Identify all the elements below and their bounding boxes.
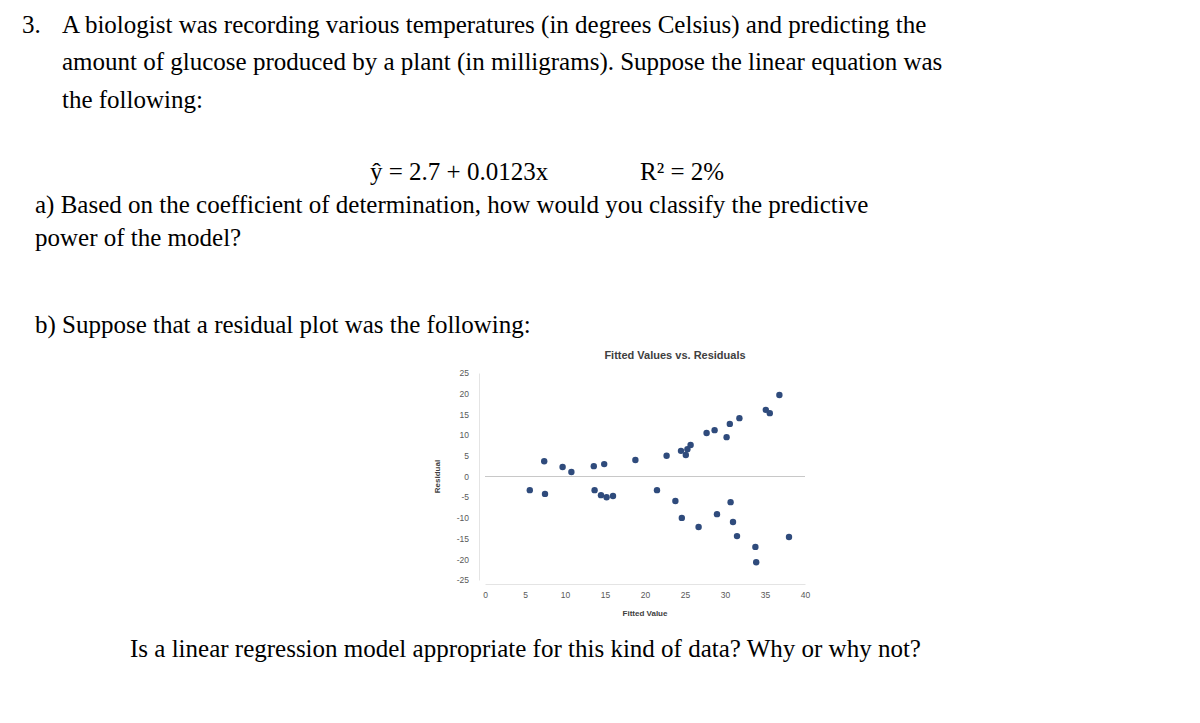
question-text: A biologist was recording various temper… <box>62 11 926 39</box>
x-tick-label: 25 <box>681 590 691 600</box>
point <box>591 463 597 469</box>
y-axis-line <box>479 374 480 581</box>
point <box>776 392 782 398</box>
y-tick-label: -5 <box>461 492 469 502</box>
x-tick-label: 5 <box>523 590 528 600</box>
y-tick-label: 25 <box>460 368 470 378</box>
x-tick: 25 <box>681 584 691 600</box>
x-tick-label: 40 <box>801 590 811 600</box>
x-axis-title: Fitted Value <box>623 609 668 618</box>
point <box>753 559 759 565</box>
point <box>591 487 597 493</box>
y-tick-label: -15 <box>457 534 470 544</box>
part-b-text: b) Suppose that a residual plot was the … <box>35 311 531 339</box>
y-tick: 25 <box>460 368 479 378</box>
point <box>663 453 669 459</box>
x-tick: 0 <box>483 584 488 600</box>
point <box>703 430 709 436</box>
r-squared: R² = 2% <box>640 158 724 185</box>
point <box>601 461 607 467</box>
page: 3. A biologist was recording various temp… <box>0 0 1200 723</box>
point <box>568 469 574 475</box>
x-tick-label: 15 <box>601 590 611 600</box>
point <box>786 534 792 540</box>
x-tick-label: 30 <box>721 590 731 600</box>
point <box>695 524 701 530</box>
y-tick-label: 10 <box>460 430 470 440</box>
point <box>541 458 547 464</box>
zero-line <box>485 476 805 477</box>
x-tick: 40 <box>801 584 811 600</box>
y-tick: -25 <box>457 575 479 585</box>
point <box>542 491 548 497</box>
y-tick-label: -10 <box>457 513 470 523</box>
x-tick: 20 <box>641 584 651 600</box>
y-tick: 5 <box>464 451 479 461</box>
y-tick: 10 <box>460 430 479 440</box>
point <box>727 499 733 505</box>
point <box>687 442 693 448</box>
point <box>527 487 533 493</box>
y-tick: 0 <box>464 472 479 482</box>
closing-question: Is a linear regression model appropriate… <box>130 635 921 662</box>
question-text: amount of glucose produced by a plant (i… <box>62 48 942 76</box>
y-tick: -20 <box>457 555 479 565</box>
x-tick-label: 20 <box>641 590 651 600</box>
x-axis-line <box>486 584 806 585</box>
point <box>610 493 616 499</box>
point <box>767 410 773 416</box>
part-a-text: a) Based on the coefficient of determina… <box>35 191 868 219</box>
question-text: the following: <box>62 86 203 113</box>
point <box>654 487 660 493</box>
x-tick: 15 <box>601 584 611 600</box>
question-number: 3. <box>22 11 41 38</box>
y-axis: -25 -20 -15 -10 -5 0 5 10 15 20 25 <box>457 368 480 585</box>
points <box>527 392 793 566</box>
point <box>598 492 604 498</box>
x-tick-label: 35 <box>761 590 771 600</box>
point <box>632 457 638 463</box>
y-tick-label: 0 <box>464 472 469 482</box>
point <box>672 498 678 504</box>
x-tick: 35 <box>761 584 771 600</box>
y-tick-label: -25 <box>457 575 470 585</box>
point <box>723 434 729 440</box>
y-tick: 20 <box>460 389 479 399</box>
y-tick: -5 <box>461 492 479 502</box>
x-tick: 10 <box>561 584 571 600</box>
part-a-text: power of the model? <box>35 224 241 251</box>
equation: ŷ = 2.7 + 0.0123x <box>370 158 549 185</box>
y-tick-label: 20 <box>460 389 470 399</box>
point <box>736 415 742 421</box>
x-tick: 30 <box>721 584 731 600</box>
point <box>679 515 685 521</box>
chart-title: Fitted Values vs. Residuals <box>604 349 745 361</box>
y-tick: -15 <box>457 534 479 544</box>
point <box>730 519 736 525</box>
point <box>711 427 717 433</box>
point <box>559 464 565 470</box>
y-tick-label: -20 <box>457 555 470 565</box>
chart: 0 5 10 15 20 25 30 35 40 -25 -20 -15 -10 -5 0 5 10 15 20 25… <box>433 349 810 618</box>
y-tick-label: 5 <box>464 451 469 461</box>
point <box>683 452 689 458</box>
point <box>603 494 609 500</box>
y-axis-title: Residual <box>433 460 442 493</box>
x-tick-label: 10 <box>561 590 571 600</box>
x-tick-label: 0 <box>483 590 488 600</box>
y-tick-label: 15 <box>460 410 470 420</box>
point <box>734 533 740 539</box>
point <box>714 511 720 517</box>
x-tick: 5 <box>523 584 528 600</box>
x-axis: 0 5 10 15 20 25 30 35 40 <box>483 584 810 600</box>
y-tick: 15 <box>460 410 479 420</box>
y-tick: -10 <box>457 513 479 523</box>
point <box>727 421 733 427</box>
point <box>752 544 758 550</box>
